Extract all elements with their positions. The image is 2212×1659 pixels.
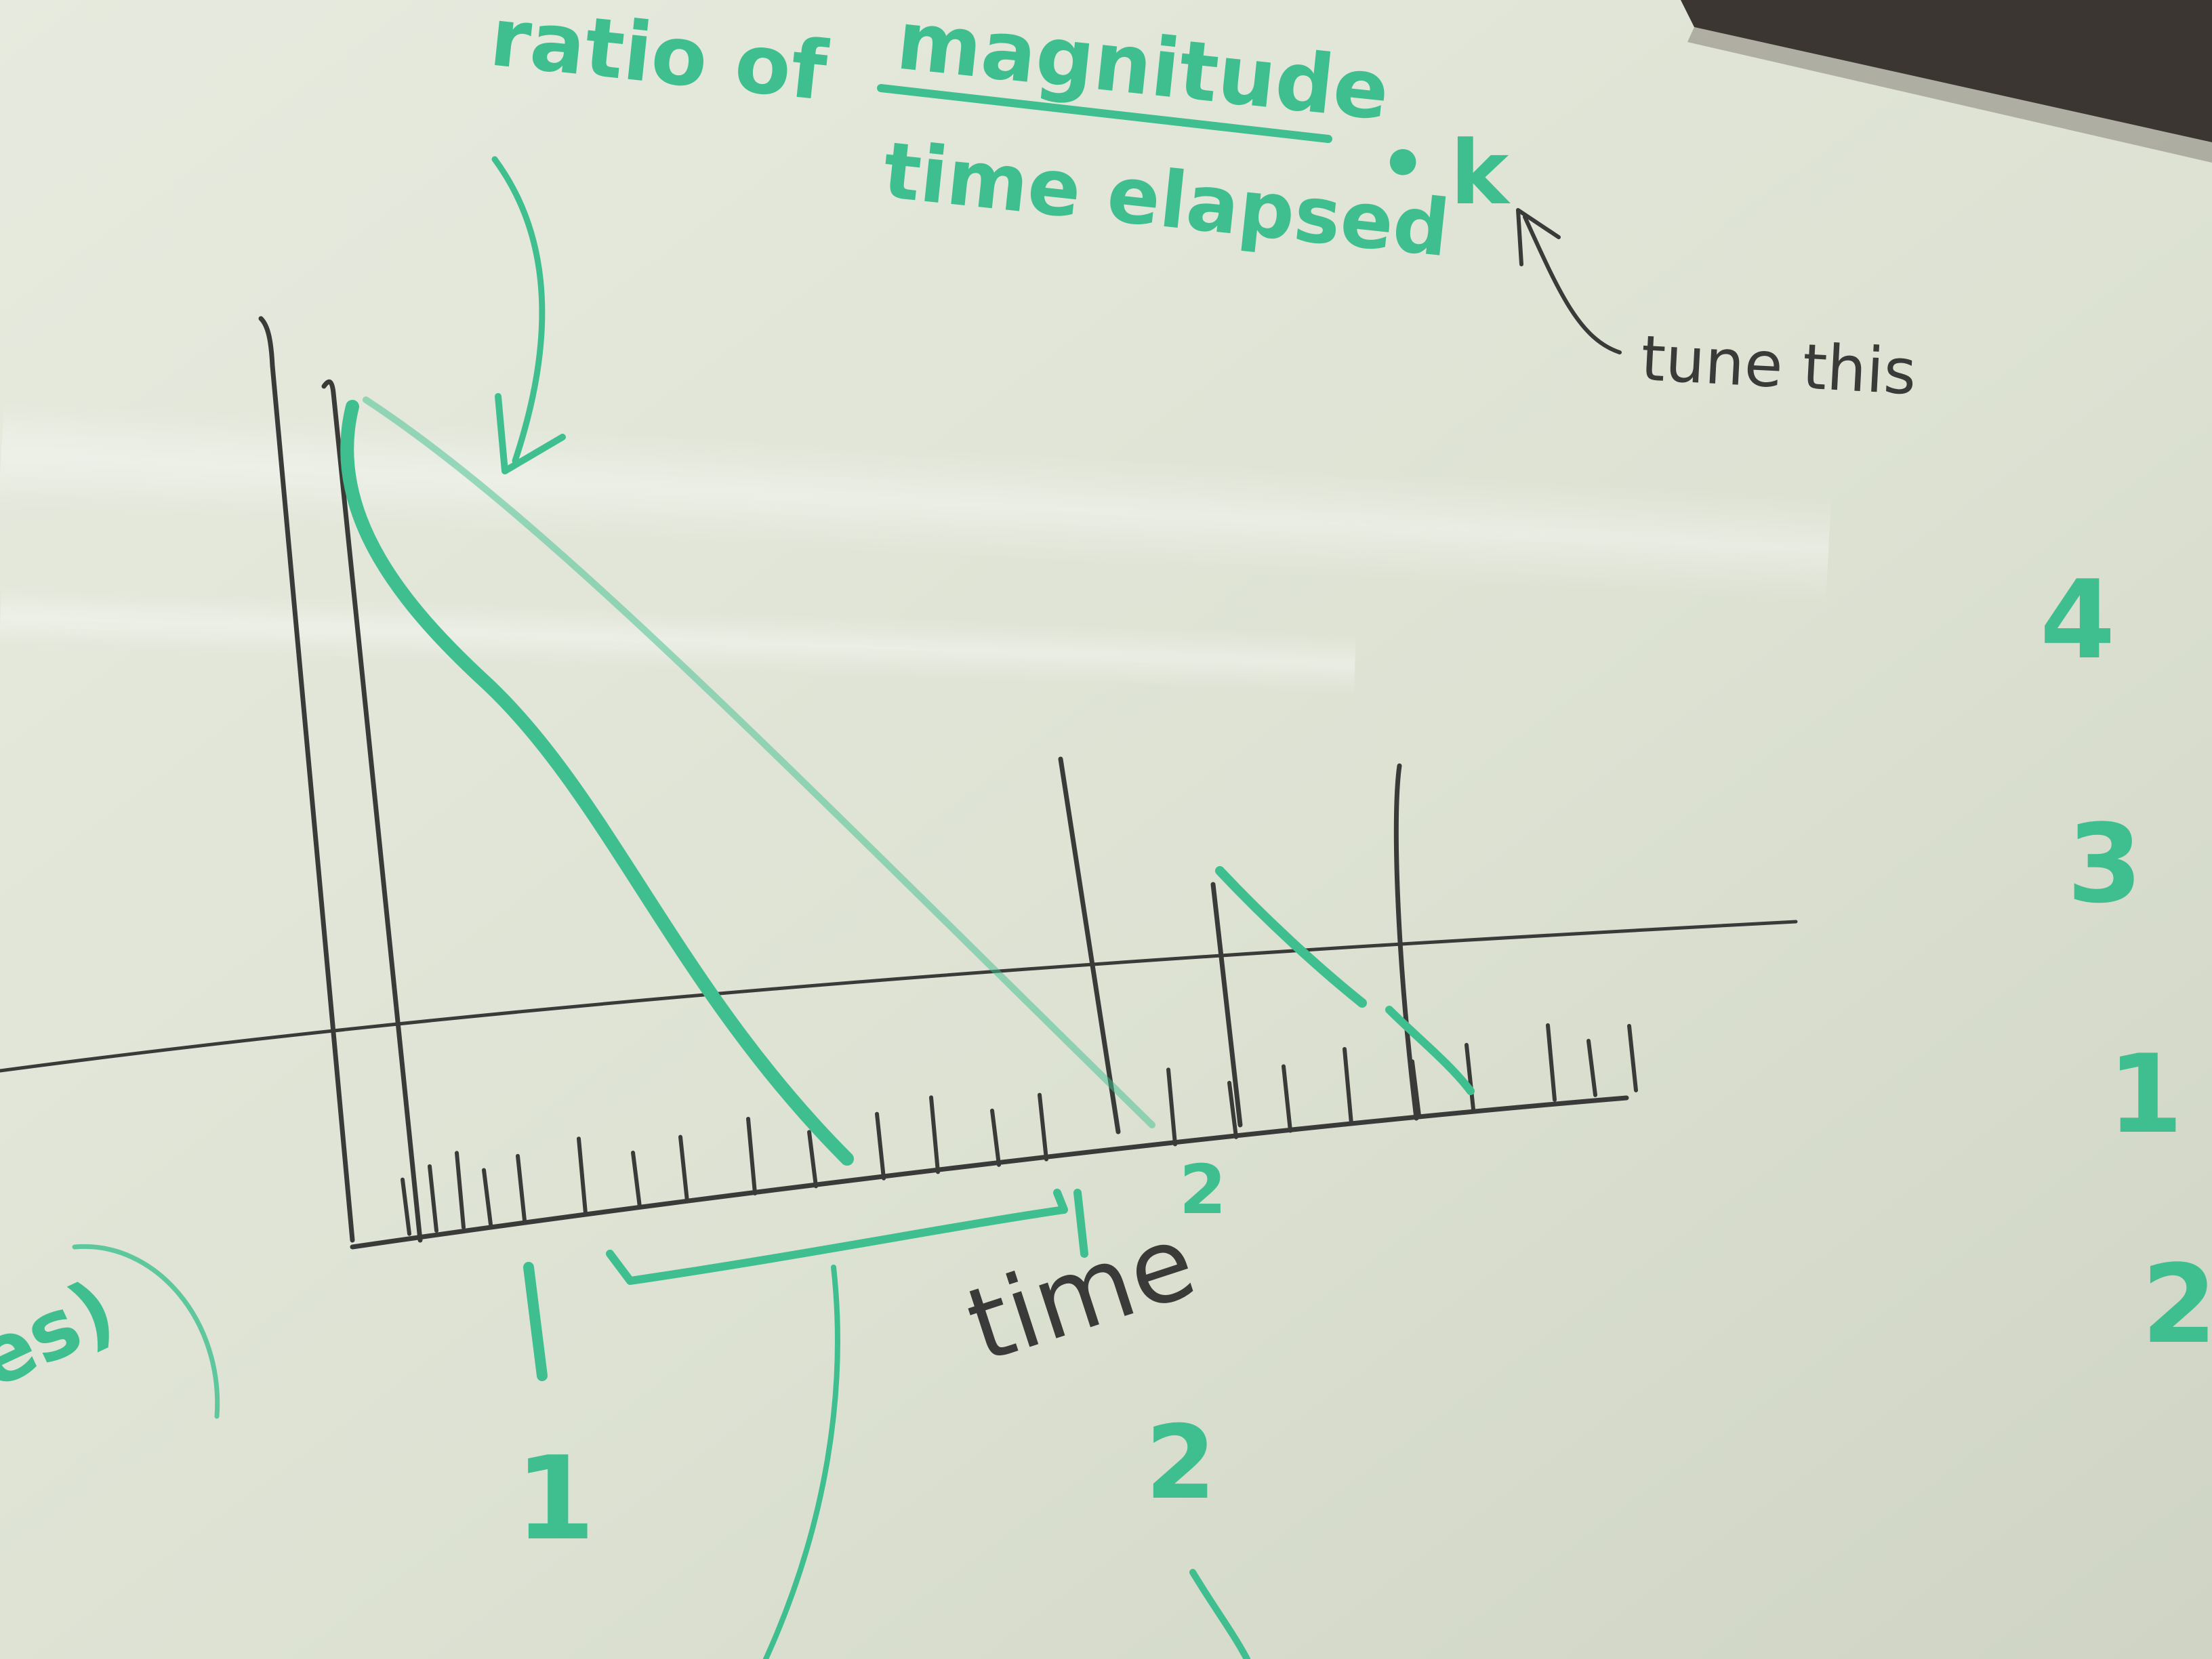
tick-mark bbox=[455, 1151, 466, 1230]
tick-mark bbox=[746, 1116, 757, 1195]
tick-mark bbox=[1410, 1059, 1421, 1118]
green-arrow-head bbox=[495, 393, 566, 474]
tune-note: tune this bbox=[1639, 322, 1918, 409]
fraction-bar bbox=[877, 84, 1332, 143]
tick-mark bbox=[631, 1150, 642, 1209]
tick-mark bbox=[807, 1130, 818, 1189]
tick-mark bbox=[1465, 1042, 1475, 1111]
glare-band-2 bbox=[0, 586, 1356, 695]
label-peak-two: 2 bbox=[1179, 1150, 1227, 1229]
glare-band bbox=[0, 399, 1832, 604]
tick-mark bbox=[1038, 1092, 1048, 1162]
tick-mark bbox=[577, 1136, 588, 1216]
green-arc-bottom bbox=[1189, 1569, 1250, 1659]
label-bottom-two: 2 bbox=[1145, 1404, 1216, 1522]
green-mark-mid bbox=[1073, 1189, 1088, 1258]
threshold-line bbox=[0, 920, 1798, 1073]
right-number-3: 3 bbox=[2067, 800, 2142, 927]
right-number-1: 1 bbox=[2108, 1031, 2183, 1158]
peak-c bbox=[1393, 763, 1419, 1121]
formula-operator: • bbox=[1379, 121, 1427, 207]
tick-mark bbox=[401, 1177, 411, 1236]
black-arrow-to-k bbox=[1523, 215, 1622, 354]
tick-mark bbox=[1627, 1023, 1638, 1092]
tick-mark bbox=[1227, 1080, 1238, 1139]
time-axis bbox=[350, 1095, 1629, 1250]
tick-mark bbox=[1586, 1038, 1597, 1097]
label-bottom-one: 1 bbox=[515, 1432, 595, 1566]
decay-curve-third bbox=[1385, 1006, 1475, 1095]
decay-curve-main bbox=[340, 400, 854, 1166]
tick-mark bbox=[1343, 1046, 1353, 1126]
tick-mark bbox=[678, 1134, 689, 1204]
bracket-tail bbox=[763, 1265, 840, 1659]
tick-mark bbox=[875, 1111, 886, 1181]
green-arrow-to-curve bbox=[491, 156, 546, 464]
tick-mark bbox=[990, 1108, 1001, 1167]
peak-a bbox=[1058, 756, 1121, 1134]
tick-mark bbox=[1166, 1067, 1177, 1147]
board-frame-edge bbox=[1681, 0, 2212, 142]
green-mark-left bbox=[523, 1262, 548, 1381]
spike-tall-inner bbox=[321, 380, 423, 1243]
tick-mark bbox=[1282, 1064, 1292, 1133]
tick-mark bbox=[1546, 1023, 1557, 1102]
tick-mark bbox=[929, 1095, 940, 1174]
decay-curve-second bbox=[1215, 866, 1367, 1008]
tick-mark bbox=[516, 1153, 527, 1223]
group-bracket bbox=[606, 1189, 1068, 1285]
decay-curve-light bbox=[363, 396, 1155, 1128]
board-frame-highlight bbox=[1687, 27, 2212, 163]
spike-tall-outer bbox=[258, 316, 355, 1243]
tick-mark bbox=[428, 1164, 438, 1233]
peak-b bbox=[1210, 882, 1243, 1128]
right-number-4: 4 bbox=[2040, 556, 2115, 683]
formula-constant: k bbox=[1450, 121, 1511, 224]
black-sketch bbox=[0, 316, 1798, 1250]
green-arc-left bbox=[72, 1244, 220, 1419]
tick-marks bbox=[401, 1023, 1638, 1236]
black-arrow-head bbox=[1516, 208, 1561, 266]
right-number-2: 2 bbox=[2142, 1241, 2212, 1368]
tick-mark bbox=[482, 1168, 493, 1227]
